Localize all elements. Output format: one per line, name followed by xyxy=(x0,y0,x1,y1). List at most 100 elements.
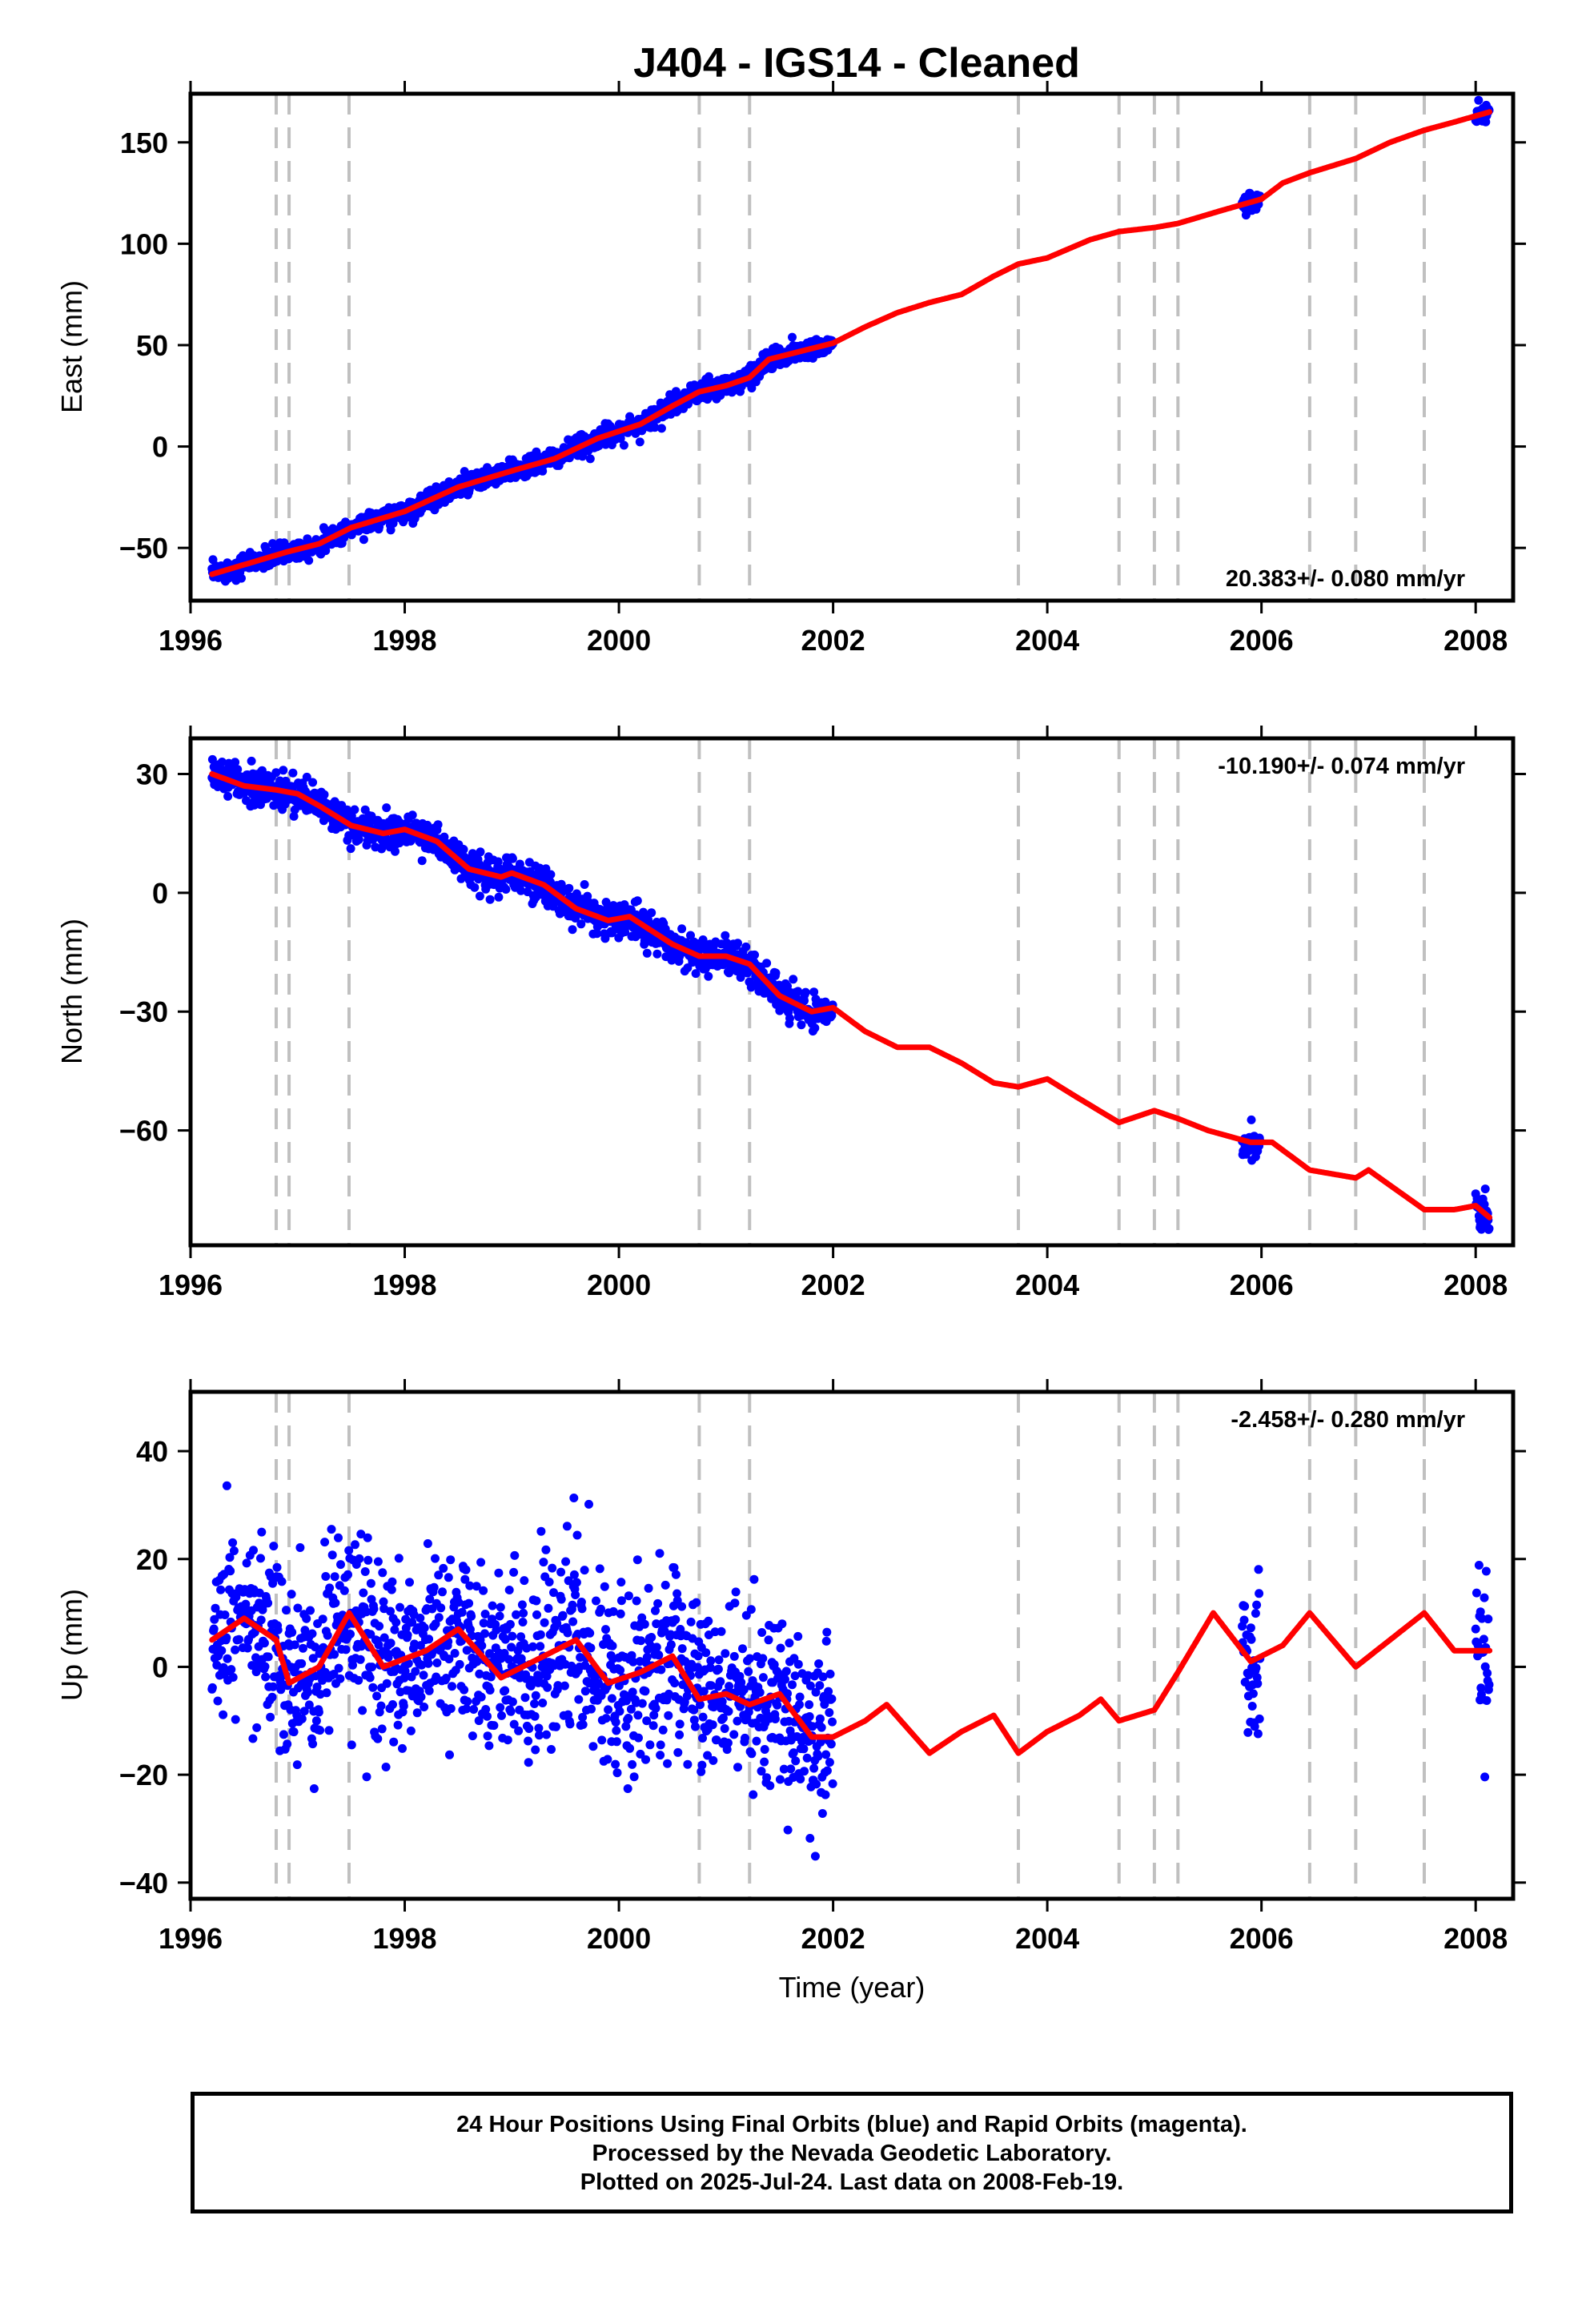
up-point-846 xyxy=(615,1707,624,1716)
up-point-217 xyxy=(311,1716,321,1726)
up-point-345 xyxy=(373,1557,383,1566)
up-point-550 xyxy=(472,1657,482,1667)
up-point-1235 xyxy=(802,1753,812,1763)
up-data-points xyxy=(207,1481,1494,1861)
up-point-224 xyxy=(315,1726,325,1735)
north-xtick-label-2000: 2000 xyxy=(587,1269,651,1301)
up-point-925 xyxy=(653,1598,663,1608)
up-point-244 xyxy=(325,1583,335,1593)
up-point-945 xyxy=(663,1759,673,1768)
up-point-183 xyxy=(295,1543,305,1552)
north-point-924 xyxy=(652,949,662,959)
up-point-127 xyxy=(268,1682,278,1691)
up-point-624 xyxy=(508,1697,517,1707)
up-point-422 xyxy=(411,1667,420,1676)
up-point-1151 xyxy=(762,1773,772,1783)
up-point-361 xyxy=(381,1763,391,1771)
up-point-1071 xyxy=(723,1738,733,1747)
chart-title: J404 - IGS14 - Cleaned xyxy=(633,40,1080,86)
up-point-947 xyxy=(664,1711,673,1720)
up-point-865 xyxy=(624,1591,633,1601)
up-point-884 xyxy=(633,1711,643,1720)
up-point-1276 xyxy=(822,1627,832,1637)
up-point-1310 xyxy=(1247,1702,1257,1711)
up-point-761 xyxy=(574,1695,584,1704)
up-point-1317 xyxy=(1251,1609,1260,1618)
up-xtick-label-2000: 2000 xyxy=(587,1922,651,1955)
up-point-504 xyxy=(450,1649,460,1658)
up-point-693 xyxy=(541,1545,551,1554)
up-point-1183 xyxy=(777,1619,787,1629)
up-point-1254 xyxy=(812,1779,821,1789)
up-point-1325 xyxy=(1255,1714,1264,1723)
up-point-187 xyxy=(297,1714,307,1723)
up-point-256 xyxy=(331,1598,340,1608)
up-point-432 xyxy=(416,1614,425,1622)
up-point-491 xyxy=(444,1573,453,1582)
up-point-1055 xyxy=(716,1677,725,1687)
north-point-33 xyxy=(223,791,233,801)
up-point-240 xyxy=(323,1630,332,1640)
up-point-314 xyxy=(359,1588,368,1598)
up-point-571 xyxy=(483,1711,492,1721)
up-point-751 xyxy=(569,1494,579,1502)
up-point-86 xyxy=(249,1546,258,1555)
up-point-975 xyxy=(677,1602,687,1611)
north-point-703 xyxy=(546,870,556,879)
up-point-732 xyxy=(560,1681,569,1691)
up-point-841 xyxy=(612,1768,622,1778)
up-point-209 xyxy=(308,1739,318,1749)
up-point-890 xyxy=(636,1636,645,1646)
up-point-1087 xyxy=(731,1587,741,1597)
up-point-752 xyxy=(569,1570,579,1579)
footer-line-1: 24 Hour Positions Using Final Orbits (bl… xyxy=(456,2112,1247,2137)
up-point-527 xyxy=(461,1565,471,1574)
up-point-1286 xyxy=(827,1694,837,1703)
up-point-1285 xyxy=(826,1739,836,1749)
up-point-32 xyxy=(223,1654,232,1663)
up-point-738 xyxy=(563,1628,572,1638)
north-point-748 xyxy=(568,925,577,935)
up-point-371 xyxy=(386,1638,396,1648)
up-point-208 xyxy=(307,1629,317,1638)
up-point-617 xyxy=(504,1586,514,1594)
up-point-149 xyxy=(279,1730,288,1739)
up-point-1241 xyxy=(805,1834,815,1843)
east-point-1031 xyxy=(704,372,713,381)
up-point-893 xyxy=(637,1699,647,1708)
up-point-930 xyxy=(656,1751,665,1760)
north-point-1065 xyxy=(721,931,730,940)
up-point-619 xyxy=(505,1619,515,1629)
up-point-585 xyxy=(489,1721,499,1731)
north-point-416 xyxy=(408,810,417,820)
up-point-250 xyxy=(327,1550,337,1560)
up-point-690 xyxy=(540,1618,549,1627)
up-xtick-label-1998: 1998 xyxy=(372,1922,436,1955)
up-point-628 xyxy=(510,1550,520,1560)
up-point-1130 xyxy=(752,1736,761,1746)
up-point-519 xyxy=(457,1607,467,1617)
up-point-1146 xyxy=(760,1757,769,1767)
up-point-1065 xyxy=(721,1649,730,1659)
up-point-669 xyxy=(530,1699,539,1708)
north-point-1347 xyxy=(1480,1184,1490,1194)
up-point-572 xyxy=(483,1731,492,1741)
up-point-1221 xyxy=(796,1775,805,1783)
north-point-1206 xyxy=(789,975,798,984)
up-point-186 xyxy=(297,1659,307,1668)
up-point-599 xyxy=(496,1602,505,1612)
up-point-1293 xyxy=(1239,1615,1249,1625)
up-point-467 xyxy=(432,1659,442,1667)
up-point-601 xyxy=(497,1711,506,1720)
up-point-1259 xyxy=(814,1659,824,1668)
up-point-558 xyxy=(476,1558,486,1567)
up-point-321 xyxy=(362,1772,371,1782)
east-point-888 xyxy=(635,437,644,447)
up-point-1057 xyxy=(717,1626,726,1636)
up-point-177 xyxy=(292,1760,302,1770)
east-point-315 xyxy=(359,535,368,545)
up-point-900 xyxy=(641,1755,650,1764)
up-point-48 xyxy=(231,1645,240,1655)
up-point-1240 xyxy=(805,1712,814,1721)
up-point-903 xyxy=(642,1652,652,1662)
